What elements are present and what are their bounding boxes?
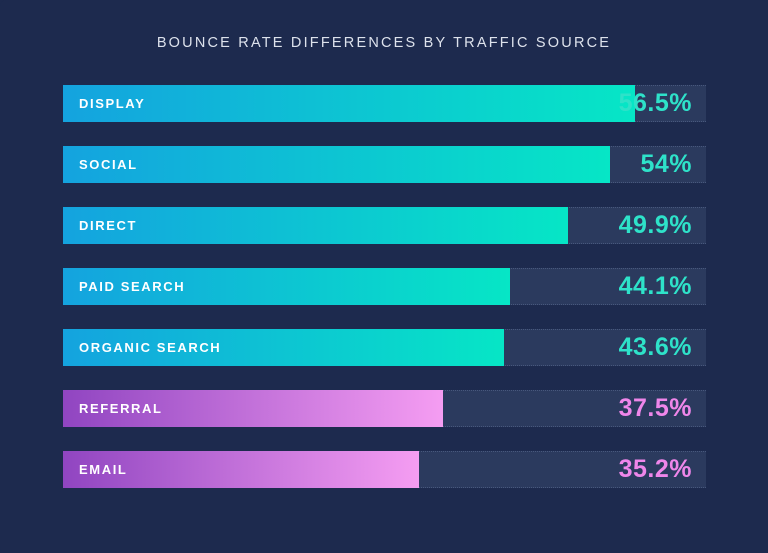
bar-row: ORGANIC SEARCH 43.6%	[63, 329, 706, 366]
bar-row: DIRECT 49.9%	[63, 207, 706, 244]
bar-category-label: REFERRAL	[79, 401, 163, 416]
bar-category-label: DIRECT	[79, 218, 137, 233]
bar-row: SOCIAL 54%	[63, 146, 706, 183]
bar: PAID SEARCH	[63, 268, 510, 305]
bar: DIRECT	[63, 207, 569, 244]
bar-row: EMAIL 35.2%	[63, 451, 706, 488]
bar-chart-area: DISPLAY 56.5% SOCIAL 54% DIRECT 49.9% PAID SEA…	[63, 85, 706, 512]
bar-category-label: PAID SEARCH	[79, 279, 186, 294]
bar-row: DISPLAY 56.5%	[63, 85, 706, 122]
bar-value-label: 35.2%	[618, 455, 692, 483]
chart-title: BOUNCE RATE DIFFERENCES BY TRAFFIC SOURC…	[156, 35, 612, 51]
bar-value-label: 56.5%	[618, 89, 692, 117]
bar-category-label: ORGANIC SEARCH	[79, 340, 222, 355]
bar-category-label: SOCIAL	[79, 157, 138, 172]
bar-row: REFERRAL 37.5%	[63, 390, 706, 427]
bar: REFERRAL	[63, 390, 443, 427]
bar: SOCIAL	[63, 146, 610, 183]
bar-row: PAID SEARCH 44.1%	[63, 268, 706, 305]
bar-value-label: 43.6%	[618, 333, 692, 361]
bar-value-label: 37.5%	[618, 394, 692, 422]
bar-value-label: 44.1%	[618, 272, 692, 300]
bar-value-label: 49.9%	[618, 211, 692, 239]
bar: ORGANIC SEARCH	[63, 329, 505, 366]
bar: DISPLAY	[63, 85, 636, 122]
bar-category-label: DISPLAY	[79, 96, 146, 111]
bar: EMAIL	[63, 451, 420, 488]
bar-category-label: EMAIL	[79, 462, 128, 477]
bar-value-label: 54%	[640, 150, 692, 178]
